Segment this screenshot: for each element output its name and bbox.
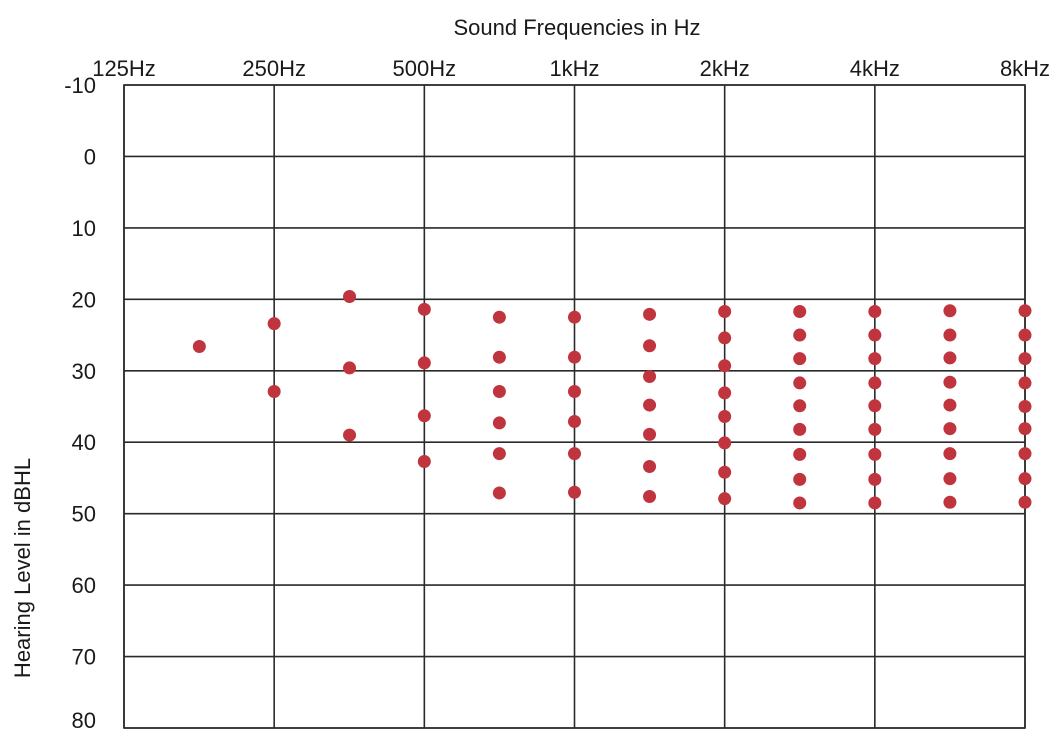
data-point	[943, 398, 957, 412]
y-tick-label: 80	[72, 708, 96, 730]
data-point	[1018, 352, 1032, 366]
y-tick-label: 0	[84, 144, 96, 169]
x-tick-label: 1kHz	[549, 56, 599, 81]
data-point	[417, 356, 431, 370]
data-point	[943, 472, 957, 486]
data-point	[343, 361, 357, 375]
data-point	[568, 310, 581, 324]
y-tick-label: 40	[72, 430, 96, 455]
data-point	[718, 492, 732, 506]
x-tick-label: 4kHz	[850, 56, 900, 81]
data-point	[718, 359, 732, 373]
data-point	[643, 307, 657, 321]
data-point	[793, 472, 807, 486]
y-axis-title: Hearing Level in dBHL	[10, 458, 35, 678]
data-point	[417, 409, 431, 423]
data-point	[793, 352, 807, 366]
data-point	[943, 328, 957, 342]
data-point	[1018, 422, 1032, 436]
data-point	[568, 350, 581, 364]
data-point	[868, 399, 882, 413]
data-point	[343, 289, 357, 303]
data-point	[718, 436, 732, 450]
y-tick-labels: -10 0 10 20 30 40 50 60 70 80	[64, 73, 96, 730]
data-point	[718, 410, 732, 424]
data-point	[868, 422, 882, 436]
data-point	[793, 422, 807, 436]
data-point	[943, 351, 957, 365]
data-point	[568, 415, 581, 429]
data-point	[793, 304, 807, 318]
data-point	[943, 495, 957, 509]
data-point	[643, 490, 657, 504]
data-point	[943, 375, 957, 389]
data-point	[343, 428, 357, 442]
data-point	[192, 339, 206, 353]
y-tick-label: -10	[64, 73, 96, 98]
y-tick-label: 10	[72, 216, 96, 241]
data-point	[568, 485, 581, 499]
data-point	[267, 384, 281, 398]
data-point	[417, 455, 431, 469]
data-point	[718, 465, 732, 479]
data-point	[1018, 304, 1032, 318]
y-tick-label: 30	[72, 359, 96, 384]
data-point	[793, 399, 807, 413]
data-point	[868, 447, 882, 461]
data-point	[417, 302, 431, 316]
x-tick-label: 2kHz	[700, 56, 750, 81]
data-point	[492, 350, 506, 364]
data-point	[943, 304, 957, 318]
data-points	[192, 289, 1032, 510]
plot-grid	[123, 84, 1026, 729]
data-point	[568, 384, 581, 398]
data-point	[868, 496, 882, 510]
data-point	[718, 331, 732, 345]
x-tick-labels: 125Hz 250Hz 500Hz 1kHz 2kHz 4kHz 8kHz	[92, 56, 1050, 81]
data-point	[1018, 495, 1032, 509]
data-point	[643, 339, 657, 353]
data-point	[868, 328, 882, 342]
data-point	[868, 304, 882, 318]
data-point	[492, 486, 506, 500]
x-tick-label: 500Hz	[393, 56, 457, 81]
data-point	[943, 447, 957, 461]
data-point	[1018, 376, 1032, 390]
data-point	[718, 304, 732, 318]
data-point	[868, 472, 882, 486]
data-point	[492, 384, 506, 398]
y-tick-label: 70	[72, 645, 96, 670]
x-axis-title: Sound Frequencies in Hz	[453, 15, 700, 40]
data-point	[492, 447, 506, 461]
data-point	[793, 328, 807, 342]
data-point	[643, 369, 657, 383]
y-tick-label: 50	[72, 502, 96, 527]
data-point	[1018, 472, 1032, 486]
data-point	[868, 376, 882, 390]
data-point	[793, 376, 807, 390]
data-point	[267, 317, 281, 331]
data-point	[793, 447, 807, 461]
data-point	[643, 427, 657, 441]
data-point	[492, 310, 506, 324]
data-point	[568, 447, 581, 461]
data-point	[643, 398, 657, 412]
x-tick-label: 125Hz	[92, 56, 156, 81]
data-point	[492, 416, 506, 430]
data-point	[943, 422, 957, 436]
x-tick-label: 8kHz	[1000, 56, 1050, 81]
data-point	[1018, 447, 1032, 461]
y-tick-label: 20	[72, 287, 96, 312]
data-point	[1018, 328, 1032, 342]
data-point	[793, 496, 807, 510]
x-tick-label: 250Hz	[242, 56, 306, 81]
data-point	[718, 386, 732, 400]
data-point	[868, 352, 882, 366]
data-point	[643, 460, 657, 474]
y-tick-label: 60	[72, 573, 96, 598]
data-point	[1018, 400, 1032, 413]
